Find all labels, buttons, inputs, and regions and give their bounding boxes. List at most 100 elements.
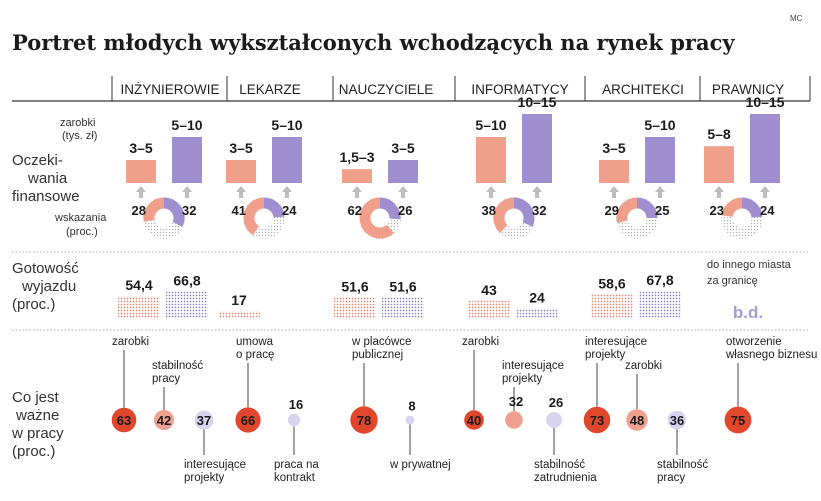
row-label-finance-line: Oczeki- [12,152,63,169]
donut-hole [154,208,174,228]
mobility-bar-city [334,297,376,318]
donut-hole [732,208,752,228]
arrow-up-icon [486,186,496,192]
legend-indications-line: wskazania [54,212,107,224]
arrow-up-icon [282,186,292,192]
donut-segment-high [163,197,185,227]
arrow-up-icon [136,186,146,192]
arrow-up-icon [489,191,493,198]
importance-label: kontrakt [274,472,316,484]
mobility-label-city: 43 [481,282,497,298]
importance-label: interesujące [585,336,647,348]
importance-label: publicznej [352,349,403,361]
donut-hole [370,208,390,228]
arrow-up-icon [182,186,192,192]
importance-label: pracy [152,373,180,385]
row-label-important-line: Co jest [12,389,60,406]
row-label-mobility-line: wyjazdu [21,278,76,295]
importance-circle [153,409,175,431]
donut-segment-low [143,197,165,222]
arrow-up-icon [763,191,767,198]
arrow-up-icon [760,186,770,192]
importance-label: projekty [585,349,626,361]
importance-circle [111,407,137,433]
earnings-label-low: 3–5 [229,140,253,156]
arrow-up-icon [285,191,289,198]
row-label-finance-line: finansowe [12,188,80,205]
importance-label: własnego biznesu [725,349,817,361]
earnings-bar-high [645,137,675,183]
column-nauczyciele: 1,5–3 3–5 62 26 51,6 51,6 78 w placówcepubliczn… [334,140,451,471]
column-inżynierowie: 3–5 5–10 28 32 54,4 66,8 63 zarobki 42 stabilność… [111,117,246,484]
column-headers: INŻYNIEROWIE LEKARZE NAUCZYCIELE INFORMATYC… [120,82,784,97]
mobility-label-city: 17 [231,292,247,308]
earnings-label-low: 3–5 [602,140,626,156]
row-label-mobility: Gotowość wyjazdu (proc.) [12,260,79,313]
earnings-bar-high [750,114,780,183]
arrow-up-icon [236,186,246,192]
importance-value: 16 [289,397,303,412]
legend-indications: wskazania (proc.) [54,212,107,238]
importance-value: 32 [509,394,523,409]
importance-circle [287,413,301,427]
importance-label: stabilność [534,459,585,471]
arrow-up-icon [714,186,724,192]
importance-label: otworzenie [726,336,782,348]
importance-circle [350,406,378,434]
arrow-up-icon [398,186,408,192]
importance-circle [667,410,687,430]
importance-circle [464,410,484,430]
arrow-up-icon [655,186,665,192]
donut-label-high: 32 [532,203,546,218]
donut-label-low: 28 [132,203,146,218]
importance-value: 42 [157,413,171,428]
importance-circle [583,406,611,434]
arrow-up-icon [717,191,721,198]
columns: 3–5 5–10 28 32 54,4 66,8 63 zarobki 42 stabilność… [111,94,817,484]
earnings-label-high: 10–15 [518,94,557,110]
mobility-label-abroad: 67,8 [646,272,673,288]
row-label-important-line: (proc.) [12,443,55,460]
column-header: ARCHITEKCI [602,82,684,97]
importance-circle [235,407,261,433]
importance-circle [405,415,415,425]
grid-lines [12,76,811,331]
importance-label: stabilność [152,360,203,372]
importance-label: o pracę [236,349,274,361]
importance-label: praca na [274,459,319,471]
mobility-bar-abroad [639,290,681,318]
row-label-finance: Oczeki- wania finansowe [12,152,80,205]
earnings-bar-low [126,160,156,183]
chart-title: Portret młodych wykształconych wchodzący… [12,30,735,55]
arrow-up-icon [185,191,189,198]
donut-label-high: 26 [398,203,412,218]
mobility-bar-city [118,296,160,318]
legend-earnings-line: (tys. zł) [62,130,97,142]
mobility-label-abroad: 24 [529,289,545,305]
importance-value: 37 [197,413,211,428]
importance-label: projekty [502,373,543,385]
legend-mobility-abroad: za granicę [707,275,758,287]
mobility-label-abroad: 66,8 [173,272,200,288]
arrow-up-icon [612,191,616,198]
row-label-important: Co jest ważne w pracy (proc.) [11,389,64,460]
column-header: NAUCZYCIELE [339,82,434,97]
donut-hole [627,208,647,228]
donut-segment-low [493,197,515,233]
mobility-bar-abroad [382,297,424,318]
importance-label: interesujące [184,459,246,471]
arrow-up-icon [401,191,405,198]
importance-label: w prywatnej [389,459,451,471]
mobility-bar-city [218,311,260,318]
legend-earnings-line: zarobki [60,117,95,129]
donut-hole [254,208,274,228]
donut-label-low: 29 [605,203,619,218]
donut-segment-high [513,197,535,227]
importance-label: zarobki [462,336,499,348]
row-label-important-line: ważne [15,407,59,424]
importance-value: 26 [549,395,563,410]
arrow-up-icon [239,191,243,198]
importance-label: zarobki [625,360,662,372]
donut-segment-low [243,197,265,236]
